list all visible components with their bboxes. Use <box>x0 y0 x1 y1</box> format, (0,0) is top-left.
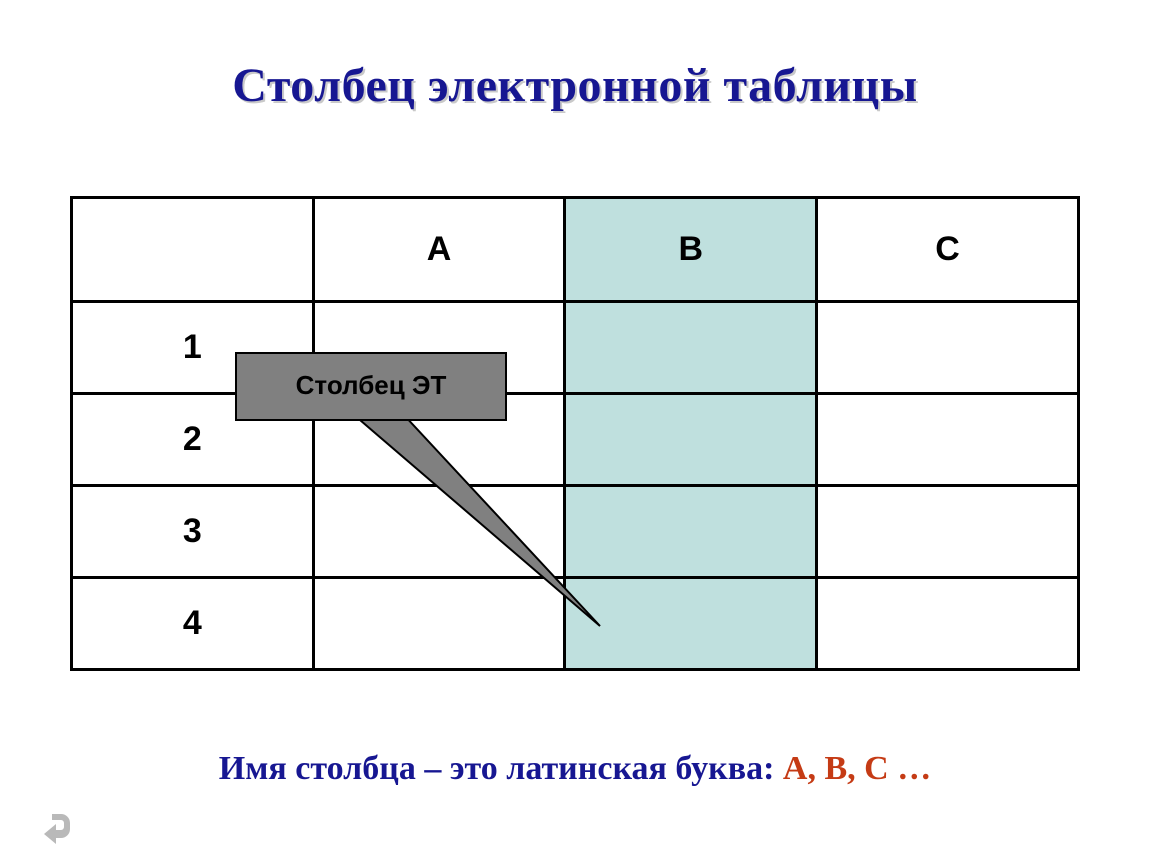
slide: Столбец электронной таблицы Столбец элек… <box>0 0 1150 864</box>
title-text: Столбец электронной таблицы <box>232 59 917 112</box>
back-button[interactable] <box>38 806 76 846</box>
footer-letters: A, B, C … <box>783 750 931 787</box>
callout: Столбец ЭТ <box>235 352 507 421</box>
callout-label: Столбец ЭТ <box>235 352 507 421</box>
footer-prefix: Имя столбца – это латинская буква: <box>219 750 783 787</box>
footer-caption: Имя столбца – это латинская буква: A, B,… <box>0 750 1150 788</box>
u-turn-icon <box>38 806 76 846</box>
callout-tail <box>0 0 1150 864</box>
